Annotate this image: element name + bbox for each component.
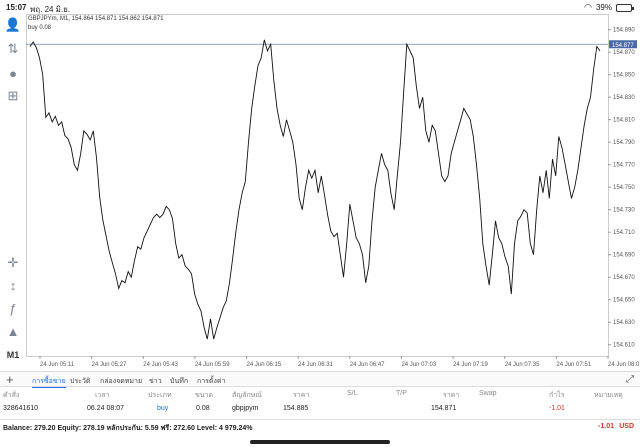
x-tick-label: 24 Jun 07:19 [453,362,488,368]
indicators-icon[interactable]: ƒ [9,300,17,316]
price-chart[interactable]: 154.890 154.870 154.850 154.830 154.810 154.7… [26,14,640,371]
col-symbol: สัญลักษณ์ [232,392,262,399]
chart-info: GBPJPYm, M1, 154.864 154.871 154.862 154… [28,15,163,33]
y-tick-label: 154.630 [613,320,635,326]
order-line: buy 0.08 [28,25,52,31]
terminal-tabs: + การซื้อขาย ประวัติ กล่องจดหมาย ข่าว บั… [0,371,640,388]
table-row[interactable]: 328641610 06.24 08:07 buy 0.08 gbpjpym 1… [0,405,640,417]
y-tick-label: 154.870 [613,50,635,56]
y-tick-label: 154.610 [613,343,635,349]
price-marker [609,40,637,49]
y-tick-label: 154.730 [613,208,635,214]
y-tick-label: 154.670 [613,275,635,281]
chart-type-icon[interactable]: ↕ [9,277,17,293]
x-tick-label: 24 Jun 05:11 [40,362,75,368]
col-size: ขนาด [195,392,214,399]
chart-toolbar: 👤 ⇅ ● ⊞ ✛ ↕ ƒ ▲ M1 [0,14,26,364]
crosshair-icon[interactable]: ✛ [7,255,19,270]
wifi-icon: ◠ [584,2,592,12]
new-order-icon[interactable]: ⊞ [7,88,19,103]
balance-summary: Balance: 279.20 Equity: 278.19 หลักประกั… [3,425,253,432]
battery-percent: 39% [595,3,612,12]
tab-journal[interactable]: บันทึก [170,378,189,385]
order-symbol: gbpjpym [232,405,259,412]
x-tick-label: 24 Jun 07:03 [401,362,436,368]
col-time: เวลา [95,392,110,399]
order-id: 328641610 [3,405,39,412]
order-profit: -1.01 [549,405,565,412]
col-order: คำสั่ง [3,392,20,399]
order-open-price: 154.885 [283,405,309,412]
objects-icon[interactable]: ▲ [6,323,20,339]
x-tick-label: 24 Jun 06:47 [350,362,385,368]
x-tick-label: 24 Jun 05:27 [92,362,127,368]
y-tick-label: 154.810 [613,118,635,124]
y-tick-label: 154.770 [613,163,635,169]
x-tick-label: 24 Jun 05:43 [143,362,178,368]
y-tick-label: 154.710 [613,230,635,236]
x-tick-label: 24 Jun 06:31 [298,362,333,368]
tab-mailbox[interactable]: กล่องจดหมาย [100,378,143,385]
x-tick-label: 24 Jun 07:35 [505,362,540,368]
x-tick-label: 24 Jun 06:15 [247,362,282,368]
order-type: buy [157,405,169,412]
price-marker-label: 154.877 [612,43,634,49]
col-swap: Swap [479,390,497,397]
symbol-line: GBPJPYm, M1, 154.864 154.871 154.862 154… [28,16,164,22]
order-time: 06.24 08:07 [87,405,124,412]
total-profit: -1.01 [598,423,614,430]
chat-icon[interactable]: ● [9,65,17,81]
order-size: 0.08 [196,405,210,412]
account-icon[interactable]: 👤 [4,17,22,32]
y-tick-label: 154.650 [613,298,635,304]
tab-history[interactable]: ประวัติ [70,378,91,385]
col-open-price: ราคา [293,392,310,399]
col-tp: T/P [396,390,407,397]
plot-frame [26,14,609,357]
y-tick-label: 154.890 [613,28,635,34]
col-sl: S/L [347,390,358,397]
trade-icon[interactable]: ⇅ [7,41,19,56]
order-price: 154.871 [431,405,457,412]
date: พฤ. 24 มิ.ย. [30,5,71,14]
clock: 15:07 [6,3,27,12]
col-price: ราคา [443,392,460,399]
price-series-line [29,39,601,340]
col-profit: กำไร [549,392,565,399]
add-icon[interactable]: + [6,372,14,387]
chart-canvas[interactable]: 154.890 154.870 154.850 154.830 154.810 154.7… [26,14,640,371]
y-tick-label: 154.830 [613,95,635,101]
home-indicator[interactable] [250,440,390,444]
status-bar: 15:07 พฤ. 24 มิ.ย. ◠ 39% [0,0,640,14]
timeframe-button[interactable]: M1 [6,350,20,360]
expand-icon[interactable]: ⤢ [626,374,634,385]
orders-table-header: คำสั่ง เวลา ประเภท ขนาด สัญลักษณ์ ราคา S… [0,390,640,402]
currency: USD [619,423,634,430]
col-comment: หมายเหตุ [594,392,623,399]
col-type: ประเภท [148,392,172,399]
y-tick-label: 154.790 [613,140,635,146]
tab-news[interactable]: ข่าว [149,378,162,385]
tab-trade[interactable]: การซื้อขาย [32,376,66,388]
y-tick-label: 154.690 [613,253,635,259]
x-tick-label: 24 Jun 07:51 [556,362,591,368]
account-summary: Balance: 279.20 Equity: 278.19 หลักประกั… [0,419,640,432]
y-tick-label: 154.750 [613,185,635,191]
x-tick-label: 24 Jun 08:07 [608,362,640,368]
tab-settings[interactable]: การตั้งค่า [197,378,226,385]
battery-icon [616,3,634,12]
x-tick-label: 24 Jun 05:59 [195,362,230,368]
y-tick-label: 154.850 [613,73,635,79]
